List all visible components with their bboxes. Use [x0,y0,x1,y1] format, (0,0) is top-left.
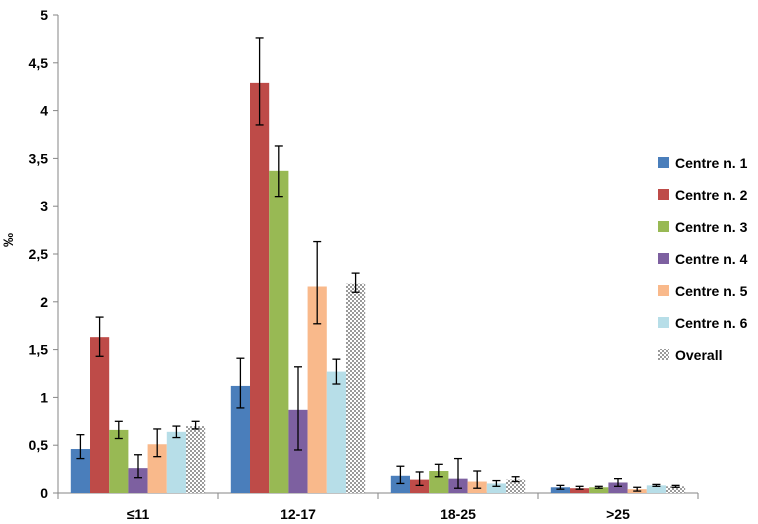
legend: Centre n. 1 Centre n. 2 Centre n. 3 Centre … [658,155,748,363]
bar [429,471,449,493]
bar [589,487,609,493]
y-axis-ticks: 0 0,5 1 1,5 2 2,5 3 3,5 4 4,5 5 [29,7,58,501]
legend-label: Centre n. 4 [675,251,748,267]
y-tick-label: 1,5 [29,342,49,358]
y-tick-label: 0,5 [29,437,49,453]
y-tick-label: 4 [40,103,48,119]
y-axis-label: ‰ [0,233,16,247]
bar [307,286,327,493]
legend-label: Centre n. 1 [675,155,748,171]
bar [90,337,110,493]
legend-label: Centre n. 3 [675,219,748,235]
bar [70,449,90,493]
legend-swatch [658,157,669,168]
bar [166,431,186,493]
bar [109,429,129,493]
x-tick-label: >25 [606,506,630,522]
x-tick-label: 18-25 [440,506,476,522]
bar [390,475,410,493]
bar [646,485,666,493]
y-tick-label: 2 [40,294,48,310]
y-tick-label: 5 [40,7,48,23]
legend-swatch [658,189,669,200]
y-tick-label: 0 [40,485,48,501]
bar [608,482,628,493]
x-tick-label: ≤11 [127,506,150,522]
bar [288,409,308,493]
bar [186,426,206,493]
legend-swatch [658,221,669,232]
legend-swatch [658,285,669,296]
bar [570,488,590,493]
bar [550,487,570,493]
legend-swatch [658,317,669,328]
bar [269,170,289,493]
bar [506,479,526,493]
y-tick-label: 1 [40,389,48,405]
bar [128,468,148,493]
legend-label: Centre n. 2 [675,187,748,203]
x-tick-label: 12-17 [280,506,316,522]
plot-area [57,15,698,494]
bar [666,486,686,493]
legend-label: Centre n. 6 [675,315,748,331]
y-tick-label: 2,5 [29,246,49,262]
legend-swatch [658,349,669,360]
bar [346,283,366,493]
bar [230,385,250,493]
bar [147,444,167,493]
bar [250,82,270,493]
x-axis-ticks: ≤11 12-17 18-25 >25 [57,493,699,522]
y-tick-label: 4,5 [29,55,49,71]
y-tick-label: 3 [40,198,48,214]
legend-swatch [658,253,669,264]
bar [486,483,506,493]
y-tick-label: 3,5 [29,150,49,166]
bar [326,371,346,493]
legend-label: Overall [675,347,722,363]
legend-label: Centre n. 5 [675,283,748,299]
bar [410,479,430,493]
